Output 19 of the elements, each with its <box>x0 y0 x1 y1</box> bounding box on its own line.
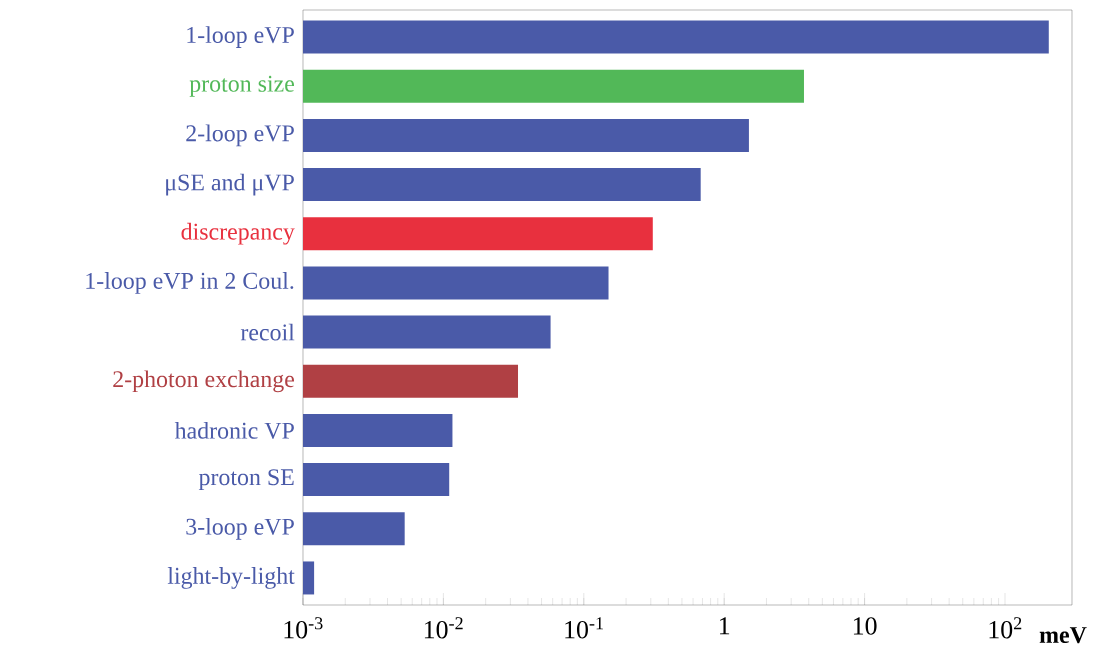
x-tick-label: 1 <box>720 617 730 635</box>
y-tick-label: 2-photon exchange <box>113 370 294 393</box>
x-tick-label: 10$^{-2}$ <box>424 617 463 639</box>
y-tick-label: μSE and μVP <box>166 173 294 196</box>
y-tick-label: recoil <box>240 323 295 341</box>
x-tick-label: 10$^{-3}$ <box>284 617 323 639</box>
y-tick-label: light-by-light <box>167 567 295 589</box>
y-tick-label: hadronic VP <box>174 421 294 439</box>
x-tick-label: 10$^{-1}$ <box>565 617 603 639</box>
y-tick-label: proton SE <box>198 469 294 491</box>
y-tick-label: 3-loop eVP <box>186 517 294 540</box>
y-tick-label: discrepancy <box>181 222 295 245</box>
y-tick-label: proton size <box>189 75 294 97</box>
x-tick-label: 10$^{2}$ <box>989 617 1022 639</box>
y-tick-label: 2-loop eVP <box>186 124 294 147</box>
y-tick-label: 1-loop eVP <box>187 26 294 48</box>
x-axis-title: meV <box>1039 627 1087 644</box>
y-tick-label: 1-loop eVP in 2 Coul. <box>86 272 294 294</box>
x-tick-label: 10 <box>853 617 877 635</box>
